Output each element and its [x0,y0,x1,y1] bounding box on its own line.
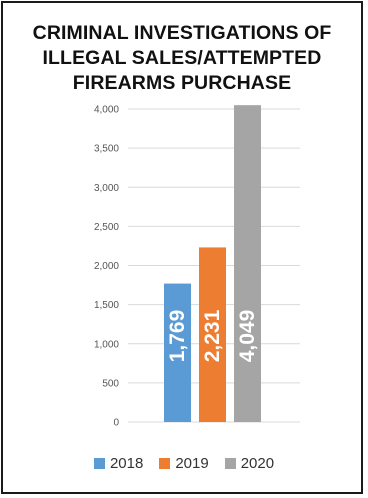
legend-swatch-2019 [159,458,171,469]
bar-value-label-2018: 1,769 [166,310,189,363]
legend-swatch-2020 [224,458,236,469]
bars [164,105,261,423]
legend-swatch-2018 [93,458,105,469]
chart-title-line-3: FIREARMS PURCHASE [72,72,292,94]
y-tick-label-4000: 4,000 [94,105,119,116]
chart-title-line-2: ILLEGAL SALES/ATTEMPTED [42,47,322,69]
bar-value-label-2020: 4,049 [236,310,259,363]
y-tick-label-2000: 2,000 [94,261,119,272]
y-tick-label-1500: 1,500 [94,300,119,311]
legend-label-2020: 2020 [240,455,275,472]
legend-item-2018: 2018 [93,455,144,472]
y-tick-label-1000: 1,000 [94,339,119,350]
legend-label-2019: 2019 [175,455,209,472]
legend-item-2020: 2020 [224,455,275,472]
chart-legend: 2018 2019 2020 [0,455,368,472]
bar-2019 [199,247,226,422]
chart-title: CRIMINAL INVESTIGATIONS OF ILLEGAL SALES… [0,21,364,96]
chart-title-line-1: CRIMINAL INVESTIGATIONS OF [32,22,332,44]
y-tick-label-2500: 2,500 [94,222,119,233]
bar-value-label-2019: 2,231 [201,309,224,362]
y-tick-label-3000: 3,000 [94,183,119,194]
legend-item-2019: 2019 [159,455,209,472]
bar-2020 [234,105,261,423]
y-tick-label-0: 0 [113,418,119,429]
bar-value-labels: 1,769 2,231 4,049 [166,309,259,362]
y-tick-label-500: 500 [102,378,119,389]
bar-2018 [164,283,191,422]
y-tick-label-3500: 3,500 [94,144,119,155]
legend-label-2018: 2018 [109,455,144,472]
y-axis-ticks: 0 500 1,000 1,500 2,000 2,500 3,000 3,500 4,000 [94,105,119,429]
